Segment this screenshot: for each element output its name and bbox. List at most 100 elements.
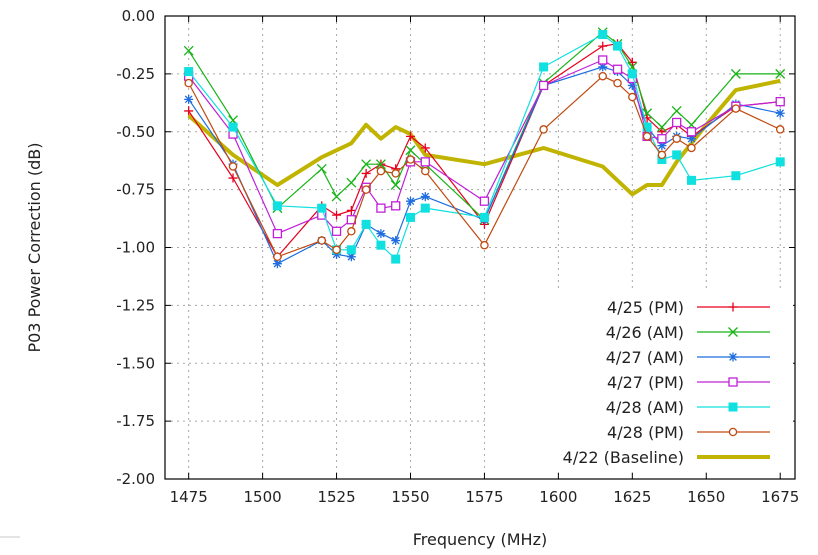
data-point xyxy=(613,41,623,51)
y-tick-label: -1.00 xyxy=(116,239,155,257)
data-point xyxy=(728,402,738,412)
data-point xyxy=(598,62,608,72)
data-point xyxy=(346,205,356,215)
legend-label: 4/25 (PM) xyxy=(607,298,684,317)
y-tick-label: -1.75 xyxy=(116,412,155,430)
data-point xyxy=(479,196,490,206)
data-point xyxy=(183,45,194,56)
data-point xyxy=(775,108,785,118)
data-point xyxy=(728,427,738,437)
data-point xyxy=(376,203,386,213)
data-point xyxy=(331,191,342,202)
data-point xyxy=(391,169,400,178)
data-point xyxy=(538,80,549,91)
data-point xyxy=(642,132,652,141)
y-tick-label: -1.50 xyxy=(116,354,155,372)
legend-label: 4/22 (Baseline) xyxy=(563,448,684,467)
legend-label: 4/27 (AM) xyxy=(606,348,684,367)
legend: 4/25 (PM) 4/26 (AM) 4/27 (AM) 4/27 (PM) 4/28… xyxy=(563,298,770,467)
legend-item: 4/26 (AM) xyxy=(606,323,770,342)
data-point xyxy=(228,122,238,132)
data-point xyxy=(671,105,682,116)
data-point xyxy=(672,134,681,143)
series-line xyxy=(187,78,781,197)
data-point xyxy=(331,226,342,236)
y-tick-label: -2.00 xyxy=(116,470,155,488)
data-point xyxy=(420,157,430,167)
y-tick-label: 0.00 xyxy=(122,7,155,25)
data-point xyxy=(361,159,372,170)
data-point xyxy=(672,117,682,128)
legend-background xyxy=(485,292,793,469)
data-point xyxy=(775,157,785,167)
legend-label: 4/28 (PM) xyxy=(607,423,684,442)
data-point xyxy=(657,141,667,151)
x-tick-label: 1525 xyxy=(317,488,355,506)
data-point xyxy=(775,125,785,134)
data-point xyxy=(184,78,193,88)
y-axis-title: P03 Power Correction (dB) xyxy=(25,142,44,352)
data-point xyxy=(332,245,341,255)
data-point xyxy=(656,122,667,133)
series-4 xyxy=(184,30,785,264)
series-layer xyxy=(183,27,786,269)
data-point xyxy=(332,210,342,220)
data-point xyxy=(184,106,194,116)
data-point xyxy=(346,245,356,255)
x-tick-label: 1550 xyxy=(391,488,429,506)
series-line xyxy=(188,43,781,258)
data-point xyxy=(376,229,386,239)
data-point xyxy=(657,150,667,160)
data-point xyxy=(657,155,667,165)
data-point xyxy=(361,168,371,178)
data-point xyxy=(686,134,696,144)
data-point xyxy=(657,134,667,144)
legend-label: 4/28 (AM) xyxy=(606,398,684,417)
x-tick-label: 1675 xyxy=(761,488,799,506)
data-point xyxy=(731,104,741,113)
series-line xyxy=(188,31,781,221)
x-tick-label: 1625 xyxy=(613,488,651,506)
data-point xyxy=(317,236,327,245)
data-point xyxy=(405,196,415,206)
y-tick-label: -1.25 xyxy=(116,296,155,314)
data-point xyxy=(346,252,356,262)
data-point xyxy=(686,127,697,137)
data-point xyxy=(420,143,430,153)
data-point xyxy=(405,212,415,222)
legend-label: 4/27 (PM) xyxy=(607,373,684,392)
data-point xyxy=(627,80,637,90)
data-point xyxy=(728,327,738,337)
y-tick-label: -0.25 xyxy=(116,65,155,83)
data-point xyxy=(420,203,430,213)
data-point xyxy=(686,175,696,185)
y-tick-label: -0.75 xyxy=(116,181,155,199)
data-point xyxy=(628,92,637,102)
legend-item: 4/25 (PM) xyxy=(607,298,770,317)
x-tick-label: 1575 xyxy=(465,488,503,506)
series-line xyxy=(188,75,781,258)
data-point xyxy=(627,69,637,79)
data-point xyxy=(642,122,652,132)
legend-item: 4/28 (PM) xyxy=(607,423,770,442)
data-point xyxy=(480,240,489,250)
data-point xyxy=(347,227,356,236)
data-point xyxy=(184,67,194,77)
series-line xyxy=(188,59,781,235)
data-point xyxy=(421,166,430,176)
data-point xyxy=(346,177,357,188)
plot-frame xyxy=(164,15,796,480)
axis-ticks: 0.00 -0.25 -0.50 -0.75 -1.00 -1.25 -1.50 -1.75 -… xyxy=(116,7,799,506)
data-point xyxy=(316,163,327,174)
data-point xyxy=(728,352,738,362)
data-point xyxy=(672,150,682,160)
data-point xyxy=(405,145,416,156)
data-point xyxy=(479,212,489,222)
data-point xyxy=(228,162,238,171)
data-point xyxy=(612,64,623,74)
data-point xyxy=(273,252,282,262)
data-point xyxy=(728,302,738,312)
data-point xyxy=(775,97,785,107)
